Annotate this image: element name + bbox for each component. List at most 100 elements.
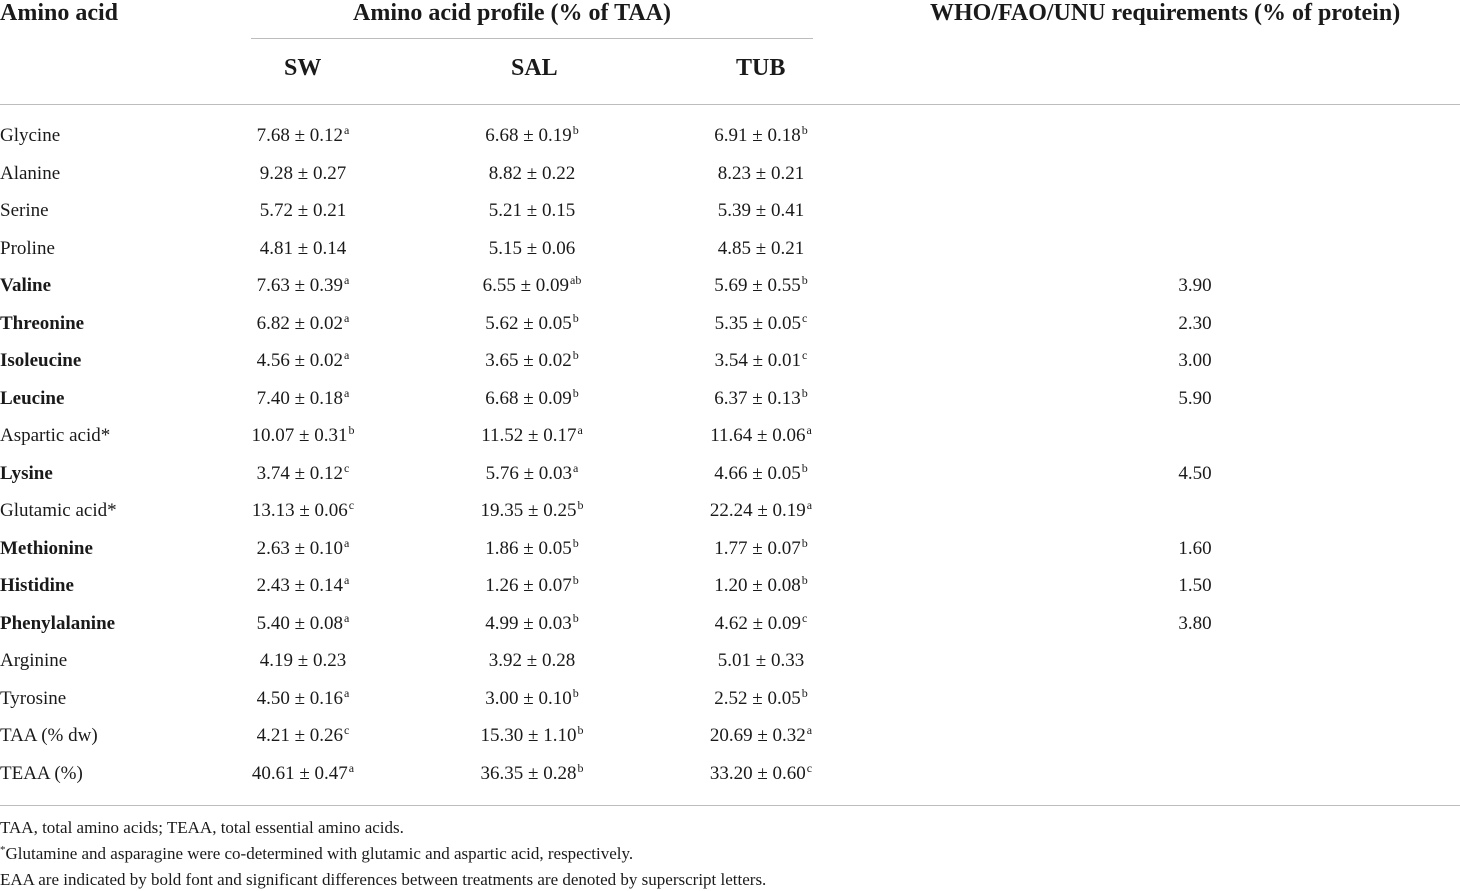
cell-who-requirement: 3.80 xyxy=(1178,612,1212,634)
amino-acid-name: Isoleucine xyxy=(0,350,82,371)
header-who-requirements: WHO/FAO/UNU requirements (% of protein) xyxy=(930,0,1401,26)
footnote-eaa: EAA are indicated by bold font and signi… xyxy=(0,870,767,889)
significance-letter: b xyxy=(801,123,808,137)
cell-tub: 6.37 ± 0.13b xyxy=(666,384,856,414)
cell-sal: 15.30 ± 1.10b xyxy=(437,721,627,751)
cell-sw: 2.63 ± 0.10a xyxy=(208,534,398,564)
cell-sal-value: 36.35 ± 0.28 xyxy=(480,762,577,784)
cell-sal: 3.00 ± 0.10b xyxy=(437,684,627,714)
significance-letter: b xyxy=(572,123,579,137)
cell-sal: 6.55 ± 0.09ab xyxy=(437,271,627,301)
cell-sw: 40.61 ± 0.47a xyxy=(208,759,398,789)
cell-tub-value: 3.54 ± 0.01 xyxy=(714,350,802,371)
cell-sw: 4.19 ± 0.23 xyxy=(208,646,398,676)
cell-sal-value: 4.99 ± 0.03 xyxy=(485,612,572,634)
cell-sal: 4.99 ± 0.03b xyxy=(437,609,627,639)
cell-sw-value: 4.56 ± 0.02 xyxy=(256,350,344,371)
cell-sal: 11.52 ± 0.17a xyxy=(437,421,627,451)
footnote-co-determined: *Glutamine and asparagine were co-determ… xyxy=(0,844,633,864)
cell-sal: 5.62 ± 0.05b xyxy=(437,309,627,339)
significance-letter: b xyxy=(801,685,808,700)
table-row: Arginine 4.19 ± 0.23 3.92 ± 0.28 5.01 ± 0.3… xyxy=(0,646,1460,676)
cell-sal-value: 3.65 ± 0.02 xyxy=(485,350,572,371)
amino-acid-name: Histidine xyxy=(0,575,74,596)
table-row: Serine 5.72 ± 0.21 5.21 ± 0.15 5.39 ± 0.41 xyxy=(0,196,1460,226)
cell-tub-value: 2.52 ± 0.05 xyxy=(714,687,801,709)
cell-sw: 6.82 ± 0.02a xyxy=(208,309,398,339)
cell-sal-value: 6.68 ± 0.19 xyxy=(485,125,572,146)
cell-sal: 36.35 ± 0.28b xyxy=(437,759,627,789)
cell-sal-value: 3.00 ± 0.10 xyxy=(485,687,572,709)
significance-letter: a xyxy=(573,460,579,475)
cell-tub: 1.20 ± 0.08b xyxy=(666,571,856,601)
table-row: Proline 4.81 ± 0.14 5.15 ± 0.06 4.85 ± 0.21 xyxy=(0,234,1460,264)
significance-letter: a xyxy=(806,723,813,737)
cell-sw: 4.56 ± 0.02a xyxy=(208,346,398,376)
significance-letter: b xyxy=(572,685,579,700)
cell-tub-value: 11.64 ± 0.06 xyxy=(710,425,806,446)
header-amino-acid-profile: Amino acid profile (% of TAA) xyxy=(353,0,671,26)
amino-acid-name: Alanine xyxy=(0,162,61,184)
amino-acid-name: Methionine xyxy=(0,537,93,559)
cell-tub-value: 33.20 ± 0.60 xyxy=(709,762,806,784)
significance-letter: c xyxy=(802,310,808,325)
amino-acid-name: Phenylalanine xyxy=(0,612,116,634)
significance-letter: b xyxy=(801,460,808,475)
cell-sal: 5.76 ± 0.03a xyxy=(437,459,627,489)
cell-sal: 3.65 ± 0.02b xyxy=(437,346,627,376)
cell-who-requirement: 2.30 xyxy=(1178,312,1212,334)
significance-letter: a xyxy=(344,535,350,550)
cell-tub: 5.69 ± 0.55b xyxy=(666,271,856,301)
cell-tub: 1.77 ± 0.07b xyxy=(666,534,856,564)
table-row: Alanine 9.28 ± 0.27 8.82 ± 0.22 8.23 ± 0.21 xyxy=(0,159,1460,189)
cell-sw: 3.74 ± 0.12c xyxy=(208,459,398,489)
cell-who-requirement: 1.60 xyxy=(1178,537,1212,559)
significance-letter: b xyxy=(572,310,579,325)
header-amino-acid: Amino acid xyxy=(0,0,119,26)
cell-sal-value: 5.62 ± 0.05 xyxy=(485,312,572,334)
amino-acid-name: Glutamic acid* xyxy=(0,500,117,521)
cell-tub: 2.52 ± 0.05b xyxy=(666,684,856,714)
significance-letter: b xyxy=(348,423,355,437)
cell-sw-value: 7.68 ± 0.12 xyxy=(256,125,344,146)
cell-tub: 33.20 ± 0.60c xyxy=(666,759,856,789)
amino-acid-name: Arginine xyxy=(0,650,68,671)
table-row: Histidine 2.43 ± 0.14a 1.26 ± 0.07b 1.20 ± … xyxy=(0,571,1460,601)
cell-tub-value: 1.77 ± 0.07 xyxy=(714,537,801,559)
significance-letter: b xyxy=(801,273,808,287)
table-row: Methionine 2.63 ± 0.10a 1.86 ± 0.05b 1.77 ±… xyxy=(0,534,1460,564)
significance-letter: a xyxy=(344,573,350,587)
amino-acid-name: TEAA (%) xyxy=(0,762,83,784)
significance-letter: ab xyxy=(570,273,582,287)
significance-letter: a xyxy=(344,348,350,362)
cell-who-requirement: 5.90 xyxy=(1178,387,1212,409)
significance-letter: a xyxy=(348,760,355,775)
cell-tub: 6.91 ± 0.18b xyxy=(666,121,856,151)
significance-letter: a xyxy=(344,310,350,325)
cell-tub-value: 8.23 ± 0.21 xyxy=(717,162,805,184)
cell-sw-value: 2.43 ± 0.14 xyxy=(256,575,344,596)
cell-sal: 1.86 ± 0.05b xyxy=(437,534,627,564)
cell-sal-value: 19.35 ± 0.25 xyxy=(480,500,577,521)
cell-tub-value: 1.20 ± 0.08 xyxy=(714,575,801,596)
cell-tub-value: 5.39 ± 0.41 xyxy=(717,200,805,221)
amino-acid-name: Tyrosine xyxy=(0,687,67,709)
cell-tub: 22.24 ± 0.19a xyxy=(666,496,856,526)
cell-tub: 11.64 ± 0.06a xyxy=(666,421,856,451)
cell-sal-value: 5.76 ± 0.03 xyxy=(485,462,573,484)
significance-letter: b xyxy=(572,610,579,625)
significance-letter: c xyxy=(802,610,808,625)
cell-sw: 7.63 ± 0.39a xyxy=(208,271,398,301)
significance-letter: b xyxy=(577,723,584,737)
cell-sal-value: 11.52 ± 0.17 xyxy=(481,425,577,446)
cell-sw-value: 4.21 ± 0.26 xyxy=(256,725,344,746)
cell-who-requirement: 4.50 xyxy=(1178,462,1212,484)
cell-sal-value: 6.68 ± 0.09 xyxy=(485,387,572,409)
cell-sal-value: 1.26 ± 0.07 xyxy=(485,575,572,596)
significance-letter: c xyxy=(802,348,808,362)
cell-tub-value: 20.69 ± 0.32 xyxy=(709,725,806,746)
subheader-tub: TUB xyxy=(736,55,786,81)
significance-letter: a xyxy=(344,385,350,400)
amino-acid-name: Leucine xyxy=(0,387,65,409)
table-row: Glycine 7.68 ± 0.12a 6.68 ± 0.19b 6.91 ± 0.… xyxy=(0,121,1460,151)
